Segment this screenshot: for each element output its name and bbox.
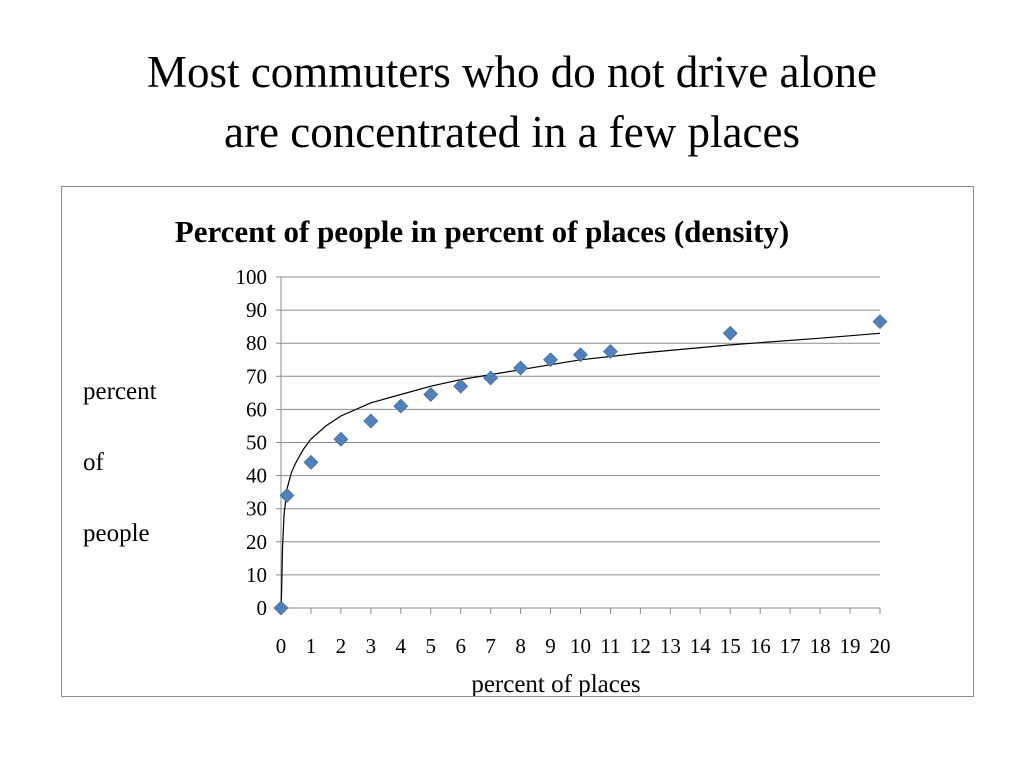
- y-tick-label: 0: [257, 596, 268, 620]
- x-tick-label: 4: [396, 634, 407, 658]
- y-axis-label-line: percent: [83, 378, 157, 405]
- y-tick-label: 50: [246, 431, 267, 455]
- y-axis-label-line: of: [83, 449, 105, 476]
- trendline: [280, 332, 881, 609]
- slide-title-line-1: Most commuters who do not drive alone: [147, 47, 877, 97]
- x-tick-label: 5: [426, 634, 437, 658]
- y-tick-label: 70: [246, 364, 267, 388]
- data-point: [573, 347, 588, 363]
- x-tick-label: 6: [455, 634, 466, 658]
- data-point: [722, 325, 738, 341]
- x-tick-label: 3: [366, 634, 377, 658]
- data-point: [273, 600, 289, 616]
- data-point: [543, 352, 558, 368]
- y-tick-label: 10: [246, 563, 267, 587]
- x-tick-label: 2: [336, 634, 347, 658]
- data-point: [513, 360, 529, 376]
- y-axis-label: percent of people: [83, 378, 157, 547]
- y-tick-label: 60: [246, 397, 267, 421]
- x-tick-labels: 0 1 2 3 4 5 6 7 8 9 10 11 12 13 14 15 16 17 18 19 20: [276, 634, 891, 658]
- data-point: [303, 454, 319, 470]
- x-tick-label: 7: [485, 634, 496, 658]
- x-tick-label: 11: [600, 634, 620, 658]
- y-tick-label: 20: [246, 530, 267, 554]
- data-point: [393, 398, 409, 414]
- x-tick-label: 19: [840, 634, 861, 658]
- x-tick-label: 0: [276, 634, 287, 658]
- y-tick-label: 80: [246, 331, 267, 355]
- slide-title: Most commuters who do not drive alone ar…: [0, 42, 1024, 162]
- x-tick-label: 18: [810, 634, 831, 658]
- x-tick-label: 14: [690, 634, 712, 658]
- x-tick-label: 12: [630, 634, 651, 658]
- y-tick-label: 40: [246, 464, 267, 488]
- axes: [276, 276, 881, 614]
- slide-title-line-2: are concentrated in a few places: [224, 107, 800, 157]
- data-point: [423, 387, 439, 402]
- log-trendline: [280, 332, 881, 609]
- data-point: [603, 344, 618, 359]
- y-tick-label: 30: [246, 497, 267, 521]
- chart-frame: Percent of people in percent of places (…: [61, 186, 974, 697]
- x-tick-label: 8: [515, 634, 526, 658]
- chart-title: Percent of people in percent of places (…: [175, 214, 789, 249]
- x-tick-label: 15: [720, 634, 741, 658]
- data-points: [273, 314, 888, 616]
- y-tick-label: 100: [236, 265, 268, 289]
- x-tick-label: 13: [660, 634, 681, 658]
- y-tick-label: 90: [246, 298, 267, 322]
- x-tick-label: 17: [780, 634, 801, 658]
- x-axis-label: percent of places: [471, 671, 640, 696]
- x-tick-label: 10: [570, 634, 591, 658]
- x-tick-label: 16: [750, 634, 771, 658]
- data-point: [333, 431, 349, 447]
- x-tick-label: 9: [545, 634, 556, 658]
- density-scatter-chart: Percent of people in percent of places (…: [83, 214, 891, 696]
- data-point: [279, 488, 295, 503]
- x-tick-label: 1: [306, 634, 317, 658]
- data-point: [872, 314, 888, 330]
- gridlines: [281, 276, 880, 576]
- data-point: [453, 378, 469, 394]
- y-axis-label-line: people: [83, 520, 150, 547]
- data-point: [363, 413, 379, 429]
- x-tick-label: 20: [870, 634, 891, 658]
- data-point: [483, 370, 499, 386]
